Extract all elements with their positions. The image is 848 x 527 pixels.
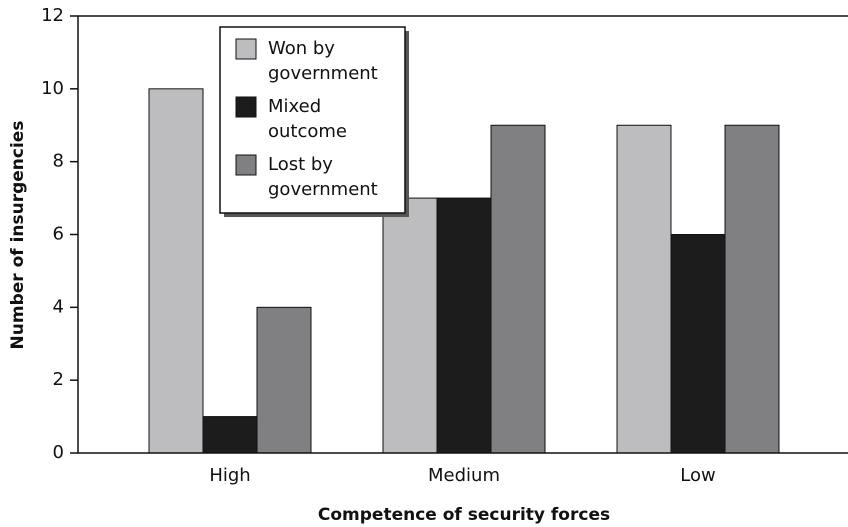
y-tick-label: 2: [53, 369, 64, 390]
y-tick-label: 0: [53, 442, 64, 463]
x-tick-label: Medium: [428, 465, 500, 486]
x-tick-label: High: [209, 465, 250, 486]
x-tick-label: Low: [680, 465, 715, 486]
bar: [382, 197, 438, 454]
y-tick-label: 6: [53, 224, 64, 245]
legend-swatch: [235, 154, 257, 176]
bar: [148, 88, 204, 454]
bar: [256, 306, 312, 454]
y-tick-label: 10: [41, 78, 64, 99]
y-tick-label: 4: [53, 296, 64, 317]
legend-label: Mixed outcome: [268, 96, 347, 142]
bar: [724, 124, 780, 454]
legend-swatch: [235, 96, 257, 118]
bar: [436, 197, 492, 454]
legend-swatch: [235, 38, 257, 60]
bar: [490, 124, 546, 454]
bar: [670, 234, 726, 454]
bar: [616, 124, 672, 454]
legend-label: Lost by government: [268, 154, 378, 200]
y-axis-title: Number of insurgencies: [8, 121, 28, 350]
bar: [202, 416, 258, 454]
axes: [77, 15, 848, 454]
y-tick-label: 8: [53, 151, 64, 172]
x-axis-title: Competence of security forces: [318, 505, 610, 525]
legend-label: Won by government: [268, 38, 378, 84]
y-tick-label: 12: [41, 5, 64, 26]
